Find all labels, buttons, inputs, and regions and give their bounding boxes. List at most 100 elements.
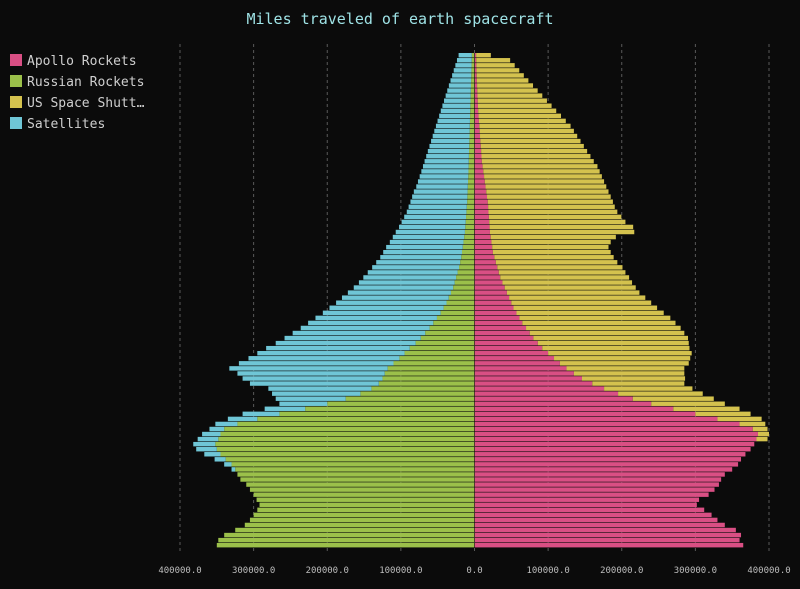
bar-apollo-rockets (474, 345, 543, 351)
bar-russian-rockets (468, 154, 475, 159)
bar-russian-rockets (469, 123, 475, 129)
bar-us-space-shuttles (489, 229, 635, 235)
bar-us-space-shuttles (478, 118, 566, 124)
legend-label-apollo: Apollo Rockets (27, 54, 137, 69)
bar-satellites (432, 133, 470, 139)
bar-us-space-shuttles (478, 108, 557, 114)
bar-russian-rockets (387, 366, 475, 371)
bar-us-space-shuttles (477, 83, 534, 88)
bar-russian-rockets (420, 335, 475, 341)
bar-apollo-rockets (474, 436, 757, 442)
bar-us-space-shuttles (592, 381, 685, 386)
legend[interactable]: Apollo Rockets Russian Rockets US Space … (10, 54, 145, 132)
bar-apollo-rockets (474, 285, 505, 290)
bar-apollo-rockets (474, 108, 479, 114)
legend-item-satellites[interactable]: Satellites (10, 117, 105, 132)
bar-apollo-rockets (474, 411, 696, 417)
legend-item-shuttle[interactable]: US Space Shutt… (10, 96, 145, 111)
bar-satellites (315, 315, 437, 321)
bar-us-space-shuttles (483, 169, 600, 174)
x-tick-label: 0.0 (466, 566, 482, 576)
bar-us-space-shuttles (504, 285, 636, 290)
bar-us-space-shuttles (516, 310, 664, 316)
bar-russian-rockets (360, 391, 475, 396)
bar-apollo-rockets (474, 522, 725, 528)
bar-apollo-rockets (474, 492, 709, 497)
bar-russian-rockets (470, 103, 475, 108)
bar-us-space-shuttles (494, 255, 614, 260)
bar-russian-rockets (470, 83, 475, 88)
bar-apollo-rockets (474, 118, 479, 124)
bar-russian-rockets (461, 255, 475, 260)
legend-item-apollo[interactable]: Apollo Rockets (10, 54, 137, 69)
bar-russian-rockets (467, 194, 475, 199)
bar-apollo-rockets (474, 78, 477, 83)
bar-apollo-rockets (474, 159, 482, 164)
bar-russian-rockets (224, 426, 475, 432)
bar-us-space-shuttles (491, 239, 611, 245)
bar-apollo-rockets (474, 224, 490, 230)
bar-russian-rockets (471, 53, 475, 58)
bar-us-space-shuttles (480, 143, 584, 149)
bar-russian-rockets (462, 244, 475, 250)
bar-us-space-shuttles (495, 260, 618, 265)
bar-russian-rockets (469, 118, 475, 124)
bar-apollo-rockets (474, 376, 582, 381)
bar-russian-rockets (382, 376, 475, 381)
bar-apollo-rockets (474, 164, 483, 169)
bar-us-space-shuttles (488, 204, 615, 209)
bar-russian-rockets (467, 184, 475, 189)
legend-label-russian: Russian Rockets (27, 75, 144, 90)
bar-russian-rockets (305, 406, 475, 412)
x-tick-label: 100000.0 (379, 566, 422, 576)
legend-swatch-apollo (10, 54, 22, 66)
bar-apollo-rockets (474, 487, 715, 492)
bar-russian-rockets (461, 249, 475, 255)
bar-russian-rockets (436, 315, 475, 321)
bar-us-space-shuttles (477, 98, 547, 103)
bar-us-space-shuttles (481, 154, 591, 159)
bar-satellites (275, 396, 346, 401)
bar-apollo-rockets (474, 426, 753, 432)
bar-russian-rockets (469, 133, 475, 139)
bar-russian-rockets (471, 63, 475, 68)
bar-satellites (329, 305, 444, 311)
bar-russian-rockets (249, 517, 475, 523)
bar-apollo-rockets (474, 93, 478, 98)
bar-satellites (399, 224, 466, 230)
bar-apollo-rockets (474, 280, 503, 285)
bar-russian-rockets (371, 386, 475, 391)
bar-russian-rockets (456, 275, 475, 280)
bar-russian-rockets (469, 138, 475, 144)
bar-us-space-shuttles (477, 88, 538, 93)
bar-apollo-rockets (474, 462, 739, 467)
bar-us-space-shuttles (476, 58, 511, 63)
bar-apollo-rockets (474, 502, 697, 507)
bar-satellites (429, 143, 470, 149)
bar-apollo-rockets (474, 138, 481, 144)
bar-apollo-rockets (474, 396, 633, 401)
bar-satellites (427, 148, 470, 154)
bar-satellites (202, 431, 221, 437)
bar-russian-rockets (225, 457, 475, 462)
bar-apollo-rockets (474, 542, 744, 548)
bar-apollo-rockets (474, 446, 751, 452)
legend-swatch-satellites (10, 117, 22, 129)
bar-satellites (431, 138, 470, 144)
bar-satellites (284, 335, 421, 341)
bar-apollo-rockets (474, 366, 567, 371)
x-tick-label: 400000.0 (747, 566, 790, 576)
bar-apollo-rockets (474, 330, 530, 336)
bar-us-space-shuttles (695, 411, 751, 417)
bar-us-space-shuttles (717, 416, 762, 422)
bar-us-space-shuttles (554, 356, 691, 361)
bar-russian-rockets (466, 214, 475, 220)
bar-russian-rockets (425, 330, 475, 336)
bar-satellites (386, 244, 463, 250)
bar-satellites (292, 330, 426, 336)
bar-satellites (395, 229, 465, 235)
bar-russian-rockets (240, 477, 475, 482)
bar-satellites (412, 194, 468, 199)
bar-apollo-rockets (474, 63, 477, 68)
legend-item-russian[interactable]: Russian Rockets (10, 75, 144, 90)
